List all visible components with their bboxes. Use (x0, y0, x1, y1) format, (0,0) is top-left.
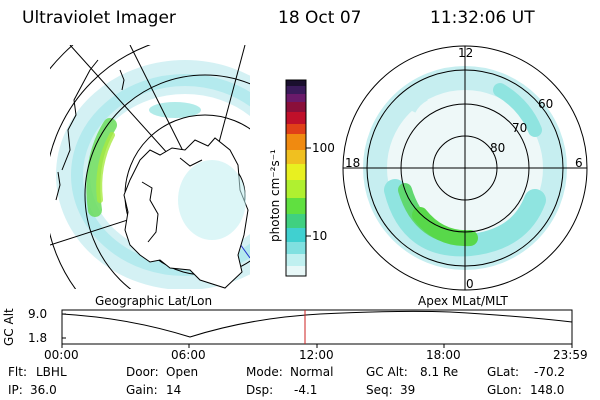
colorbar-tick-100: 100 (312, 141, 335, 155)
status-value-flt: LBHL (36, 365, 67, 379)
status-label-dsp: Dsp: (246, 383, 274, 397)
status-value-ip: 36.0 (30, 383, 57, 397)
status-label-door: Door: (126, 365, 159, 379)
time-label: 11:32:06 UT (430, 8, 535, 28)
mlt-label-6: 6 (575, 156, 583, 170)
status-value-glat: -70.2 (534, 365, 566, 379)
status-value-gain: 14 (166, 383, 182, 397)
right-panel-caption: Apex MLat/MLT (418, 294, 508, 308)
mlat-label-70: 70 (512, 121, 528, 135)
status-value-seq: 39 (400, 383, 416, 397)
altitude-xtick-2359: 23:59 (553, 348, 588, 362)
altitude-ytick-1.8: 1.8 (28, 331, 48, 345)
status-value-glon: 148.0 (530, 383, 565, 397)
colorbar (285, 79, 311, 277)
status-label-seq: Seq: (366, 383, 393, 397)
status-label-glon: GLon: (487, 383, 522, 397)
status-value-door: Open (166, 365, 199, 379)
status-value-dsp: -4.1 (294, 383, 318, 397)
date-label: 18 Oct 07 (278, 8, 362, 28)
status-value-gcalt: 8.1 Re (420, 365, 459, 379)
altitude-plot (61, 309, 573, 348)
mlat-label-80: 80 (490, 141, 506, 155)
status-label-glat: GLat: (487, 365, 520, 379)
altitude-ytick-9: 9.0 (28, 307, 48, 321)
altitude-ylabel: GC Alt (2, 308, 16, 346)
altitude-xtick-1800: 18:00 (426, 348, 461, 362)
status-label-ip: IP: (8, 383, 23, 397)
left-panel-caption: Geographic Lat/Lon (95, 294, 213, 308)
altitude-xtick-1200: 12:00 (299, 348, 334, 362)
mlt-label-18: 18 (345, 156, 361, 170)
status-label-gain: Gain: (126, 383, 158, 397)
colorbar-tick-10: 10 (312, 229, 328, 243)
colorbar-unit-label: photon cm⁻²s⁻¹ (268, 149, 282, 242)
geographic-map (50, 45, 250, 289)
mlt-label-12: 12 (458, 46, 474, 60)
instrument-title: Ultraviolet Imager (22, 8, 176, 28)
mlt-label-0: 0 (466, 277, 474, 291)
altitude-xtick-0000: 00:00 (44, 348, 79, 362)
altitude-xtick-0600: 06:00 (171, 348, 206, 362)
status-label-flt: Flt: (8, 365, 27, 379)
mlat-label-60: 60 (538, 97, 554, 111)
polar-plot (342, 45, 588, 291)
status-value-mode: Normal (290, 365, 334, 379)
status-label-mode: Mode: (246, 365, 283, 379)
status-label-gcalt: GC Alt: (366, 365, 408, 379)
